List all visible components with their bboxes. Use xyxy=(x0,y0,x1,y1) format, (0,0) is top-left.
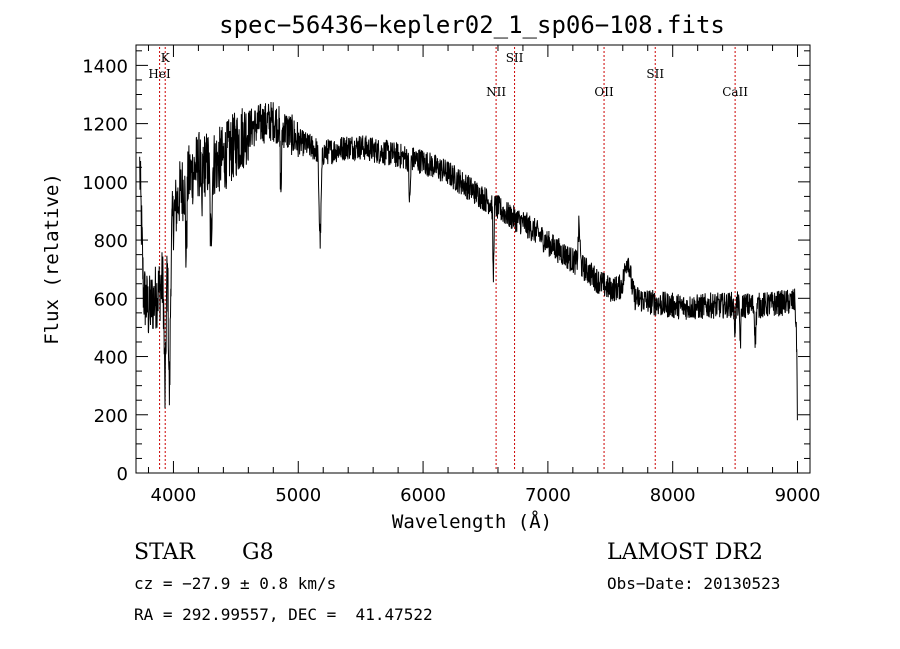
y-tick-label: 400 xyxy=(94,348,128,369)
y-axis: 0 200 400 600 800 1000 1200 1400 xyxy=(82,50,810,485)
spectral-line-label: SII xyxy=(506,51,524,65)
y-axis-label: Flux (relative) xyxy=(41,173,63,345)
x-axis-label: Wavelength (Å) xyxy=(392,510,552,533)
x-tick-label: 5000 xyxy=(275,485,321,506)
spectral-line-label: K xyxy=(161,51,171,65)
y-tick-label: 600 xyxy=(94,289,128,310)
survey-name: LAMOST DR2 xyxy=(607,540,763,565)
spectral-line-markers xyxy=(159,47,736,471)
redshift-value: cz = −27.9 ± 0.8 km/s xyxy=(134,574,337,593)
x-tick-label: 6000 xyxy=(400,485,446,506)
spectral-line-label: OII xyxy=(594,85,614,99)
object-subclass: G8 xyxy=(242,540,274,565)
spectral-line-label: CaII xyxy=(722,85,748,99)
coordinates: RA = 292.99557, DEC = 41.47522 xyxy=(134,605,433,624)
spectral-line-label: HeI xyxy=(148,67,171,81)
spectrum-chart: spec−56436−kepler02_1_sp06−108.fits HeI K… xyxy=(41,11,821,533)
x-tick-label: 7000 xyxy=(525,485,571,506)
x-tick-label: 4000 xyxy=(151,485,197,506)
x-tick-label: 8000 xyxy=(650,485,696,506)
object-class: STAR xyxy=(134,540,195,565)
y-tick-label: 0 xyxy=(117,464,128,485)
spectral-line-labels: HeI K NII SII OII SII CaII xyxy=(148,51,748,99)
plot-frame xyxy=(135,44,811,474)
y-tick-label: 200 xyxy=(94,406,128,427)
y-tick-label: 1400 xyxy=(82,56,128,77)
x-tick-label: 9000 xyxy=(775,485,821,506)
y-tick-label: 800 xyxy=(94,231,128,252)
observation-date: Obs−Date: 20130523 xyxy=(607,574,781,593)
x-axis: 4000 5000 6000 7000 8000 9000 xyxy=(147,45,821,506)
spectral-line-label: SII xyxy=(646,67,664,81)
spectral-line-label: NII xyxy=(486,85,506,99)
y-tick-label: 1000 xyxy=(82,173,128,194)
y-tick-label: 1200 xyxy=(82,115,128,136)
chart-title: spec−56436−kepler02_1_sp06−108.fits xyxy=(219,11,725,39)
spectrum-line xyxy=(139,101,798,421)
